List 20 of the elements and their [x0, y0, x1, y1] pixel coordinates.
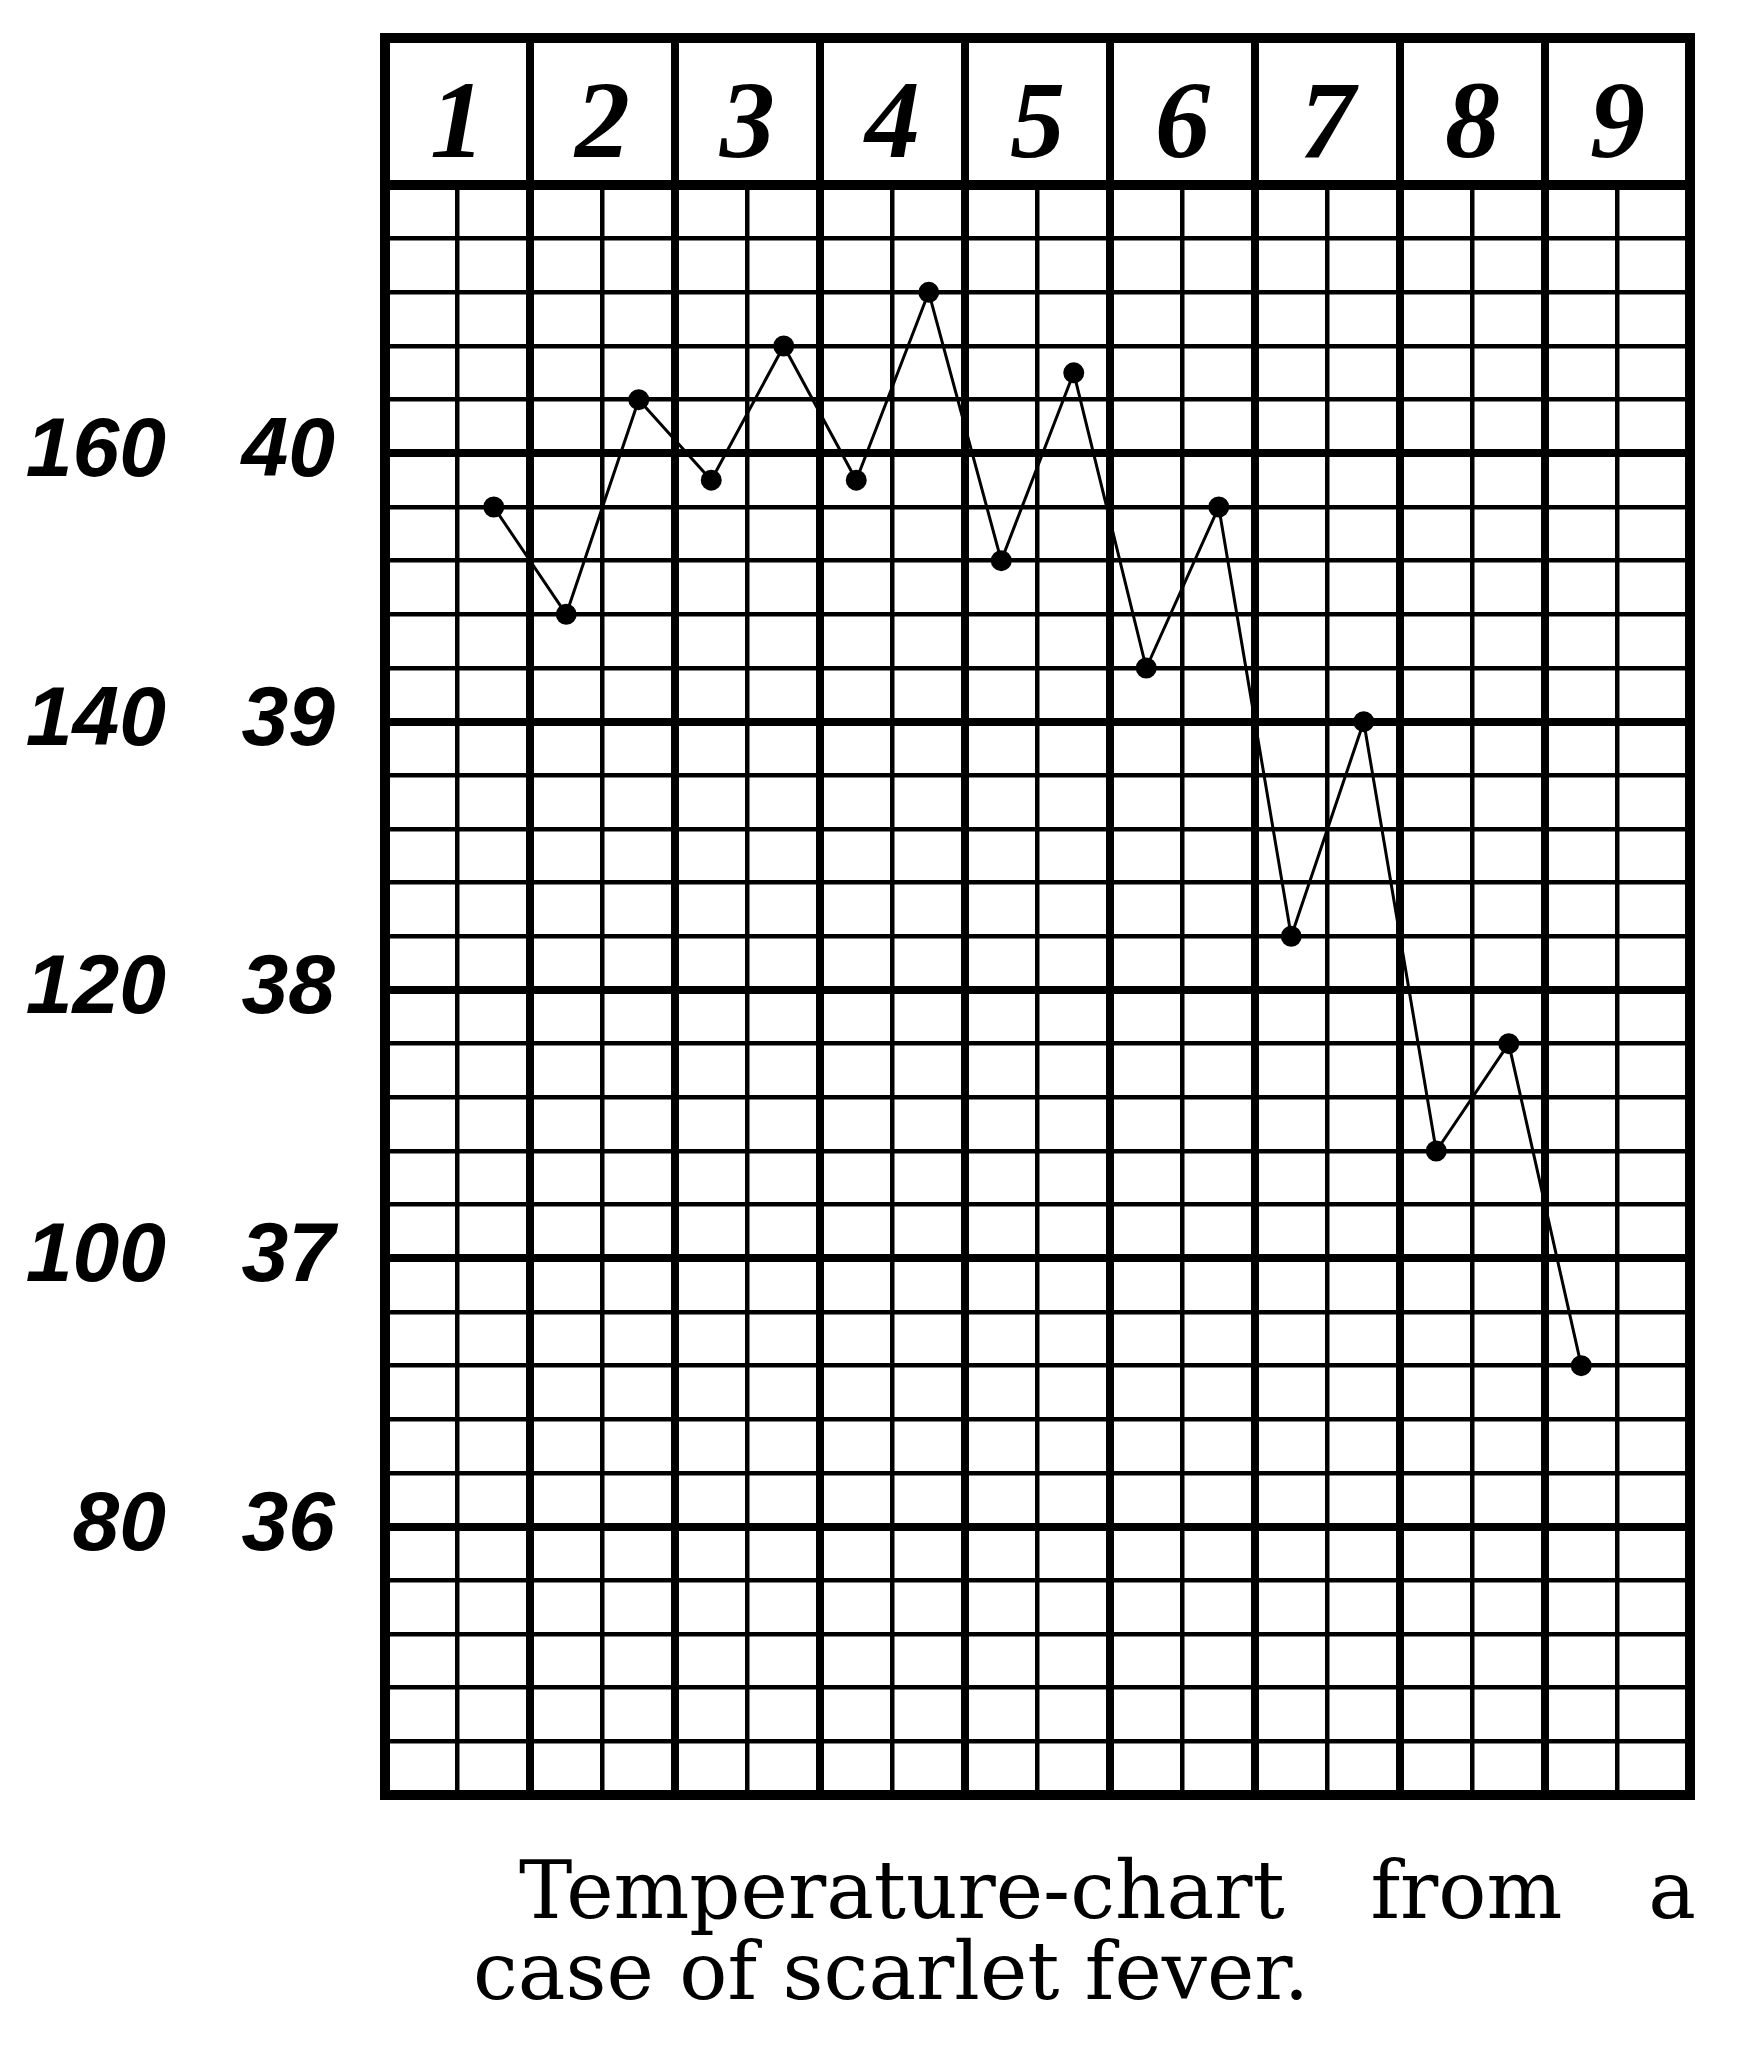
text: Temperature-chart from a case of scarlet fever. — [473, 1844, 1696, 2018]
y2-tick-label: 80 — [72, 1473, 166, 1568]
x-tick-label: 6 — [1155, 59, 1210, 182]
y2-tick-label: 140 — [25, 668, 166, 763]
y-tick-label: 37 — [241, 1205, 339, 1300]
x-tick-label: 7 — [1300, 59, 1359, 182]
x-tick-label: 2 — [573, 59, 630, 182]
x-tick-label: 9 — [1590, 59, 1645, 182]
y-tick-label: 39 — [241, 668, 336, 763]
x-tick-label: 4 — [863, 59, 920, 182]
x-tick-label: 1 — [430, 59, 485, 182]
y-tick-label: 38 — [241, 937, 336, 1032]
y2-tick-label: 160 — [25, 400, 166, 495]
y2-tick-label: 100 — [25, 1205, 166, 1300]
y-tick-label: 36 — [241, 1473, 337, 1568]
x-tick-label: 5 — [1010, 59, 1065, 182]
y2-tick-label: 120 — [25, 937, 166, 1032]
x-tick-label: 8 — [1445, 59, 1500, 182]
x-tick-label: 3 — [719, 59, 775, 182]
y-tick-label: 40 — [239, 400, 335, 495]
